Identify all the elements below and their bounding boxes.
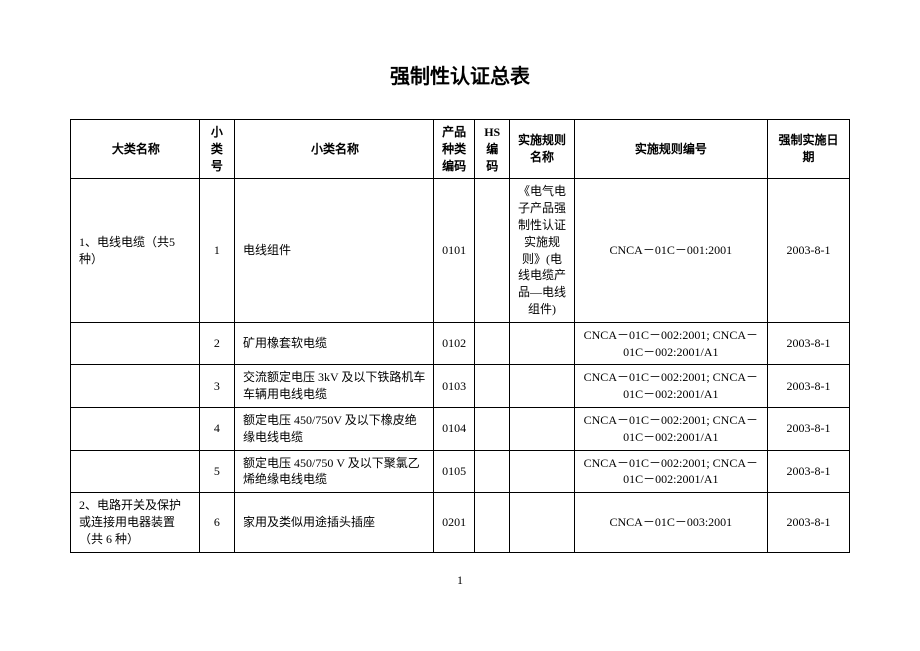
cell-prodcode: 0101: [434, 179, 475, 322]
cell-ruleno: CNCA－01C－002:2001; CNCA－01C－002:2001/A1: [574, 450, 767, 493]
document-title: 强制性认证总表: [70, 60, 850, 89]
cell-subname: 家用及类似用途插头插座: [234, 493, 433, 552]
cell-subname: 电线组件: [234, 179, 433, 322]
cell-date: 2003-8-1: [767, 365, 849, 408]
table-row: 2、电路开关及保护或连接用电器装置（共 6 种） 6 家用及类似用途插头插座 0…: [71, 493, 850, 552]
cell-rulename: [510, 493, 574, 552]
page-number: 1: [70, 573, 850, 588]
cell-ruleno: CNCA－01C－002:2001; CNCA－01C－002:2001/A1: [574, 365, 767, 408]
cell-prodcode: 0201: [434, 493, 475, 552]
table-row: 5 额定电压 450/750 V 及以下聚氯乙烯绝缘电线电缆 0105 CNCA…: [71, 450, 850, 493]
cell-ruleno: CNCA－01C－002:2001; CNCA－01C－002:2001/A1: [574, 407, 767, 450]
cell-date: 2003-8-1: [767, 179, 849, 322]
cell-major: [71, 322, 200, 365]
table-row: 2 矿用橡套软电缆 0102 CNCA－01C－002:2001; CNCA－0…: [71, 322, 850, 365]
cell-subname: 额定电压 450/750 V 及以下聚氯乙烯绝缘电线电缆: [234, 450, 433, 493]
cell-ruleno: CNCA－01C－003:2001: [574, 493, 767, 552]
cell-hs: [475, 407, 510, 450]
cell-major: [71, 407, 200, 450]
cell-date: 2003-8-1: [767, 450, 849, 493]
table-row: 1、电线电缆（共5 种） 1 电线组件 0101 《电气电子产品强制性认证实施规…: [71, 179, 850, 322]
cell-hs: [475, 179, 510, 322]
cell-rulename: [510, 365, 574, 408]
col-header-subname: 小类名称: [234, 120, 433, 179]
cell-rulename: [510, 407, 574, 450]
cell-major: [71, 365, 200, 408]
cell-hs: [475, 365, 510, 408]
cell-major: [71, 450, 200, 493]
cell-subname: 矿用橡套软电缆: [234, 322, 433, 365]
cell-rulename: [510, 322, 574, 365]
cell-subno: 3: [199, 365, 234, 408]
cell-subno: 4: [199, 407, 234, 450]
table-header-row: 大类名称 小 类 号 小类名称 产品种类编码 HS编码 实施规则名称 实施规则编…: [71, 120, 850, 179]
cell-subno: 1: [199, 179, 234, 322]
cell-ruleno: CNCA－01C－002:2001; CNCA－01C－002:2001/A1: [574, 322, 767, 365]
cell-subno: 5: [199, 450, 234, 493]
table-row: 3 交流额定电压 3kV 及以下铁路机车车辆用电线电缆 0103 CNCA－01…: [71, 365, 850, 408]
col-header-major: 大类名称: [71, 120, 200, 179]
cell-subname: 额定电压 450/750V 及以下橡皮绝缘电线电缆: [234, 407, 433, 450]
cell-date: 2003-8-1: [767, 493, 849, 552]
cell-date: 2003-8-1: [767, 407, 849, 450]
cell-subno: 2: [199, 322, 234, 365]
table-row: 4 额定电压 450/750V 及以下橡皮绝缘电线电缆 0104 CNCA－01…: [71, 407, 850, 450]
table-body: 1、电线电缆（共5 种） 1 电线组件 0101 《电气电子产品强制性认证实施规…: [71, 179, 850, 552]
col-header-hs: HS编码: [475, 120, 510, 179]
col-header-date: 强制实施日期: [767, 120, 849, 179]
cell-date: 2003-8-1: [767, 322, 849, 365]
cell-subname: 交流额定电压 3kV 及以下铁路机车车辆用电线电缆: [234, 365, 433, 408]
cell-hs: [475, 493, 510, 552]
cell-prodcode: 0102: [434, 322, 475, 365]
col-header-ruleno: 实施规则编号: [574, 120, 767, 179]
certification-table: 大类名称 小 类 号 小类名称 产品种类编码 HS编码 实施规则名称 实施规则编…: [70, 119, 850, 553]
cell-prodcode: 0105: [434, 450, 475, 493]
cell-major: 1、电线电缆（共5 种）: [71, 179, 200, 322]
document-page: 强制性认证总表 大类名称 小 类 号 小类名称 产品种类编码 HS编码 实施规则…: [0, 0, 920, 588]
cell-hs: [475, 322, 510, 365]
cell-rulename: [510, 450, 574, 493]
cell-prodcode: 0104: [434, 407, 475, 450]
col-header-subno: 小 类 号: [199, 120, 234, 179]
col-header-prodcode: 产品种类编码: [434, 120, 475, 179]
cell-rulename: 《电气电子产品强制性认证实施规则》(电线电缆产品—电线组件): [510, 179, 574, 322]
cell-prodcode: 0103: [434, 365, 475, 408]
cell-hs: [475, 450, 510, 493]
cell-major: 2、电路开关及保护或连接用电器装置（共 6 种）: [71, 493, 200, 552]
cell-subno: 6: [199, 493, 234, 552]
col-header-rulename: 实施规则名称: [510, 120, 574, 179]
cell-ruleno: CNCA－01C－001:2001: [574, 179, 767, 322]
